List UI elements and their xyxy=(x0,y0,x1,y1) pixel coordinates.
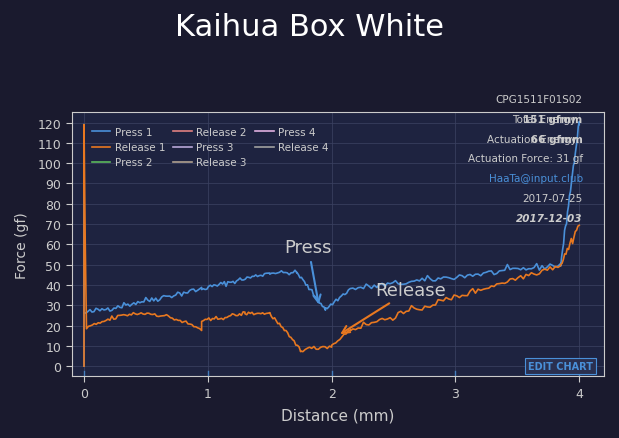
Text: Kaihua Box White: Kaihua Box White xyxy=(175,13,444,42)
Release 1 xyxy=(561,252,568,257)
Text: 2017-07-25: 2017-07-25 xyxy=(522,194,582,203)
Press 1 xyxy=(324,306,331,311)
Text: Release: Release xyxy=(342,282,446,333)
Text: 66 gfmm: 66 gfmm xyxy=(491,134,582,144)
Text: Total Energy:: Total Energy: xyxy=(513,114,582,124)
Press 1 xyxy=(576,120,583,125)
X-axis label: Distance (mm): Distance (mm) xyxy=(281,408,394,423)
Release 1 xyxy=(289,337,297,343)
Press 1 xyxy=(152,296,160,301)
Release 1 xyxy=(232,313,240,318)
Legend: Press 1, Release 1, Press 2, Release 2, Press 3, Release 3, Press 4, Release 4: Press 1, Release 1, Press 2, Release 2, … xyxy=(87,124,333,172)
Press 1 xyxy=(80,364,88,369)
Text: Actuation Force: 31 gf: Actuation Force: 31 gf xyxy=(467,154,582,164)
Release 1 xyxy=(326,344,333,349)
Release 1 xyxy=(80,123,88,128)
Release 1 xyxy=(106,318,114,323)
Line: Press 1: Press 1 xyxy=(84,123,579,366)
Y-axis label: Force (gf): Force (gf) xyxy=(15,212,29,278)
Press 1 xyxy=(261,272,268,277)
Text: Actuation Energy:: Actuation Energy: xyxy=(487,134,582,144)
Text: CPG1511F01S02: CPG1511F01S02 xyxy=(496,95,582,105)
Press 1 xyxy=(533,261,540,267)
Press 1 xyxy=(576,123,583,128)
Text: EDIT CHART: EDIT CHART xyxy=(529,361,594,371)
Release 1 xyxy=(80,364,88,369)
Release 1 xyxy=(277,324,285,329)
Text: 2017-12-03: 2017-12-03 xyxy=(516,213,582,223)
Text: 151 gfmm: 151 gfmm xyxy=(495,114,582,124)
Press 1 xyxy=(322,305,329,311)
Line: Release 1: Release 1 xyxy=(84,125,579,366)
Release 1 xyxy=(576,223,583,228)
Text: Press: Press xyxy=(285,239,332,303)
Text: HaaTa@input.club: HaaTa@input.club xyxy=(488,174,582,184)
Press 1 xyxy=(272,271,279,276)
